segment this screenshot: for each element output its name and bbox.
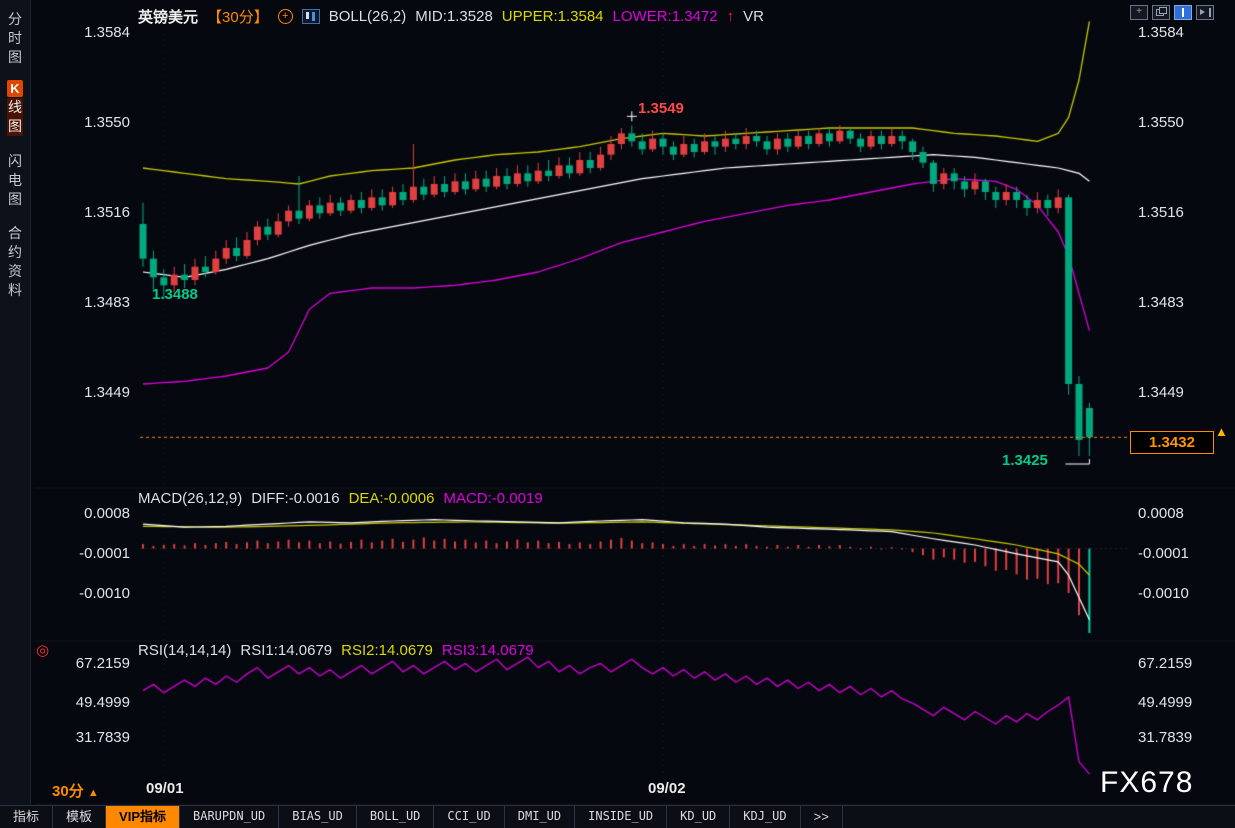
tab-barupdn-ud[interactable]: BARUPDN_UD bbox=[180, 806, 280, 828]
start-low-annotation: 1.3488 bbox=[152, 286, 198, 303]
tab-kdj-ud[interactable]: KDJ_UD bbox=[730, 806, 801, 828]
macd-dea-value: DEA:-0.0006 bbox=[348, 490, 435, 507]
price-label-right: 1.3516 bbox=[1138, 204, 1184, 221]
price-label-left: 1.3449 bbox=[84, 384, 130, 401]
add-indicator-icon[interactable]: + bbox=[277, 9, 293, 24]
sidebar: 分时图 K 线图 闪电图 合约资料 bbox=[0, 0, 31, 806]
tab-cci-ud[interactable]: CCI_UD bbox=[434, 806, 505, 828]
boll-upper-value: UPPER:1.3584 bbox=[501, 8, 604, 25]
price-label-left: 1.3550 bbox=[84, 114, 130, 131]
symbol-name: 英镑美元 bbox=[138, 9, 199, 26]
sidebar-item-contract-info[interactable]: 合约资料 bbox=[8, 225, 22, 298]
vr-label: VR bbox=[743, 8, 764, 25]
date-label: 09/01 bbox=[146, 780, 184, 797]
macd-label-right: -0.0001 bbox=[1138, 545, 1189, 562]
rsi2-value: RSI2:14.0679 bbox=[341, 642, 433, 659]
split-panel-icon[interactable] bbox=[1174, 5, 1192, 20]
price-label-right: 1.3584 bbox=[1138, 24, 1184, 41]
period-label: 【30分】 bbox=[207, 9, 269, 26]
tab-dmi-ud[interactable]: DMI_UD bbox=[505, 806, 576, 828]
timeframe-selector[interactable]: 30分 ▲ bbox=[52, 780, 99, 801]
crosshair-target-icon[interactable]: ◎ bbox=[36, 642, 50, 659]
tab-kd-ud[interactable]: KD_UD bbox=[667, 806, 731, 828]
rsi-label-left: 49.4999 bbox=[75, 694, 130, 711]
rsi-label-right: 31.7839 bbox=[1138, 729, 1193, 746]
rsi-title: RSI(14,14,14) bbox=[138, 642, 232, 659]
cascade-windows-icon[interactable] bbox=[1152, 5, 1170, 20]
price-label-left: 1.3584 bbox=[84, 24, 130, 41]
timeframe-label: 30分 bbox=[52, 783, 84, 800]
rsi3-value: RSI3:14.0679 bbox=[441, 642, 534, 659]
macd-panel-header: MACD(26,12,9) DIFF:-0.0016 DEA:-0.0006 M… bbox=[138, 490, 543, 507]
last-price-box: 1.3432 bbox=[1130, 431, 1214, 454]
macd-label-right: -0.0010 bbox=[1138, 585, 1189, 602]
tab-bias-ud[interactable]: BIAS_UD bbox=[279, 806, 357, 828]
watermark: FX678 bbox=[1100, 766, 1194, 799]
rsi-label-right: 49.4999 bbox=[1138, 694, 1193, 711]
price-label-right: 1.3449 bbox=[1138, 384, 1184, 401]
date-label: 09/02 bbox=[648, 780, 686, 797]
tab-inside-ud[interactable]: INSIDE_UD bbox=[575, 806, 668, 828]
rsi-label-left: 67.2159 bbox=[75, 655, 130, 672]
rsi-label-left: 31.7839 bbox=[75, 729, 130, 746]
macd-label-right: 0.0008 bbox=[1138, 505, 1184, 522]
price-up-arrow-icon: ▲ bbox=[1215, 424, 1228, 439]
tab-boll-ud[interactable]: BOLL_UD bbox=[357, 806, 435, 828]
boll-mid-value: MID:1.3528 bbox=[415, 8, 493, 25]
macd-label-left: -0.0001 bbox=[79, 545, 130, 562]
tab-templates[interactable]: 模板 bbox=[53, 806, 107, 828]
macd-diff-value: DIFF:-0.0016 bbox=[251, 490, 340, 507]
rsi-panel-header: RSI(14,14,14) RSI1:14.0679 RSI2:14.0679 … bbox=[138, 642, 534, 659]
macd-macd-value: MACD:-0.0019 bbox=[443, 490, 543, 507]
price-label-left: 1.3516 bbox=[84, 204, 130, 221]
macd-label-left: -0.0010 bbox=[79, 585, 130, 602]
kline-label: 线图 bbox=[7, 98, 23, 136]
main-chart-header: 英镑美元 【30分】 + BOLL(26,2) MID:1.3528 UPPER… bbox=[138, 6, 764, 27]
tab-vip-indicators[interactable]: VIP指标 bbox=[106, 806, 180, 828]
up-arrow-icon: ↑ bbox=[726, 8, 735, 25]
next-window-icon[interactable] bbox=[1196, 5, 1214, 20]
macd-title: MACD(26,12,9) bbox=[138, 490, 243, 507]
macd-label-left: 0.0008 bbox=[84, 505, 130, 522]
price-label-left: 1.3483 bbox=[84, 294, 130, 311]
rsi-label-right: 67.2159 bbox=[1138, 655, 1193, 672]
window-controls: + bbox=[1130, 5, 1214, 20]
indicator-tabbar: 指标 模板 VIP指标 BARUPDN_UD BIAS_UD BOLL_UD C… bbox=[0, 805, 1235, 828]
price-label-right: 1.3483 bbox=[1138, 294, 1184, 311]
sidebar-item-lightning-chart[interactable]: 闪电图 bbox=[8, 153, 22, 207]
kline-badge: K bbox=[7, 80, 23, 97]
timeframe-dropdown-icon: ▲ bbox=[87, 787, 99, 799]
chart-type-icon[interactable] bbox=[301, 9, 320, 24]
rsi1-value: RSI1:14.0679 bbox=[240, 642, 333, 659]
sidebar-item-kline-chart[interactable]: K 线图 bbox=[7, 80, 23, 136]
high-price-annotation: 1.3549 bbox=[638, 100, 684, 117]
session-low-annotation: 1.3425 bbox=[1002, 452, 1048, 469]
tab-more[interactable]: >> bbox=[801, 806, 843, 828]
tab-indicators[interactable]: 指标 bbox=[0, 806, 54, 828]
boll-label: BOLL(26,2) bbox=[328, 8, 407, 25]
price-label-right: 1.3550 bbox=[1138, 114, 1184, 131]
boll-lower-value: LOWER:1.3472 bbox=[612, 8, 718, 25]
sidebar-item-time-chart[interactable]: 分时图 bbox=[8, 11, 22, 65]
move-icon[interactable]: + bbox=[1130, 5, 1148, 20]
